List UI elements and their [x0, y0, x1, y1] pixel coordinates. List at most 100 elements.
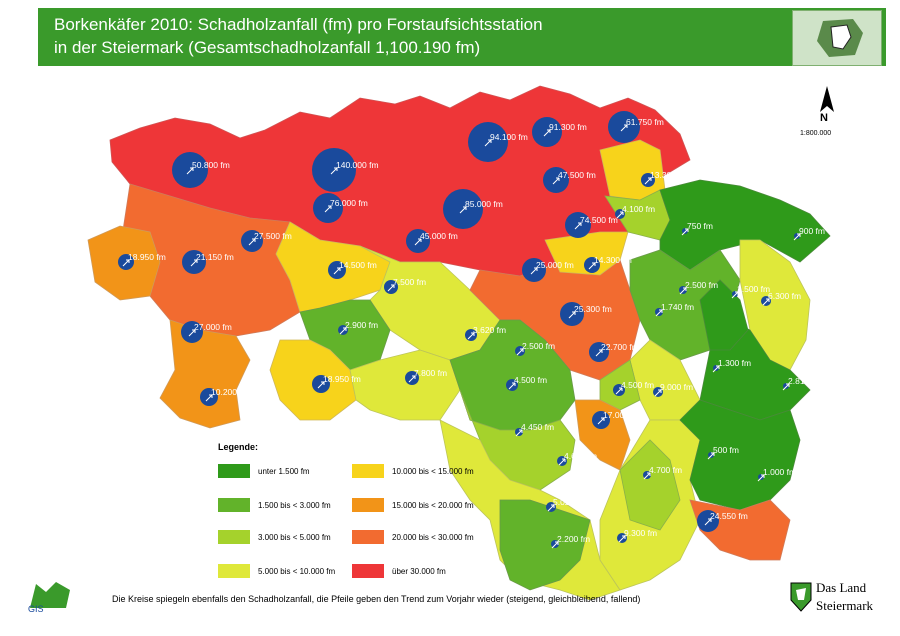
station-circle — [312, 375, 330, 393]
station-value-label: 13.300 fm — [650, 170, 688, 180]
trend-arrow-icon — [588, 262, 596, 270]
station-value-label: 1.000 fm — [763, 467, 796, 477]
station-circle — [172, 152, 208, 188]
station-circle — [384, 280, 398, 294]
trend-arrow-icon — [655, 309, 663, 317]
map-title-line-2: in der Steiermark (Gesamtschadholzanfall… — [54, 38, 481, 57]
station-value-label: 24.550 fm — [710, 511, 748, 521]
trend-arrow-icon — [317, 381, 325, 389]
station-value-label: 18.950 fm — [128, 252, 166, 262]
trend-arrow-icon — [793, 233, 801, 241]
station-value-label: 2.200 fm — [557, 534, 590, 544]
trend-arrow-icon — [574, 222, 582, 230]
legend-label: 3.000 bis < 5.000 fm — [258, 533, 331, 542]
trend-arrow-icon — [643, 472, 651, 480]
station-value-label: 1.300 fm — [718, 358, 751, 368]
trend-arrow-icon — [568, 311, 576, 319]
trend-arrow-icon — [408, 375, 416, 383]
station-value-label: 5.020 fm — [553, 497, 586, 507]
trend-arrow-icon — [757, 474, 765, 482]
wappen-icon — [790, 582, 812, 612]
trend-arrow-icon — [484, 139, 492, 147]
trend-arrow-icon — [547, 504, 555, 512]
north-arrow-icon — [812, 86, 842, 126]
station-value-label: 25.300 fm — [574, 304, 612, 314]
north-label: N — [820, 112, 828, 124]
station-value-label: 85.000 fm — [465, 199, 503, 209]
trend-arrow-icon — [615, 387, 623, 395]
station-value-label: 22.700 fm — [601, 342, 639, 352]
legend-label: unter 1.500 fm — [258, 467, 310, 476]
trend-arrow-icon — [515, 429, 523, 437]
trend-arrow-icon — [707, 452, 715, 460]
trend-arrow-icon — [339, 327, 347, 335]
trend-arrow-icon — [205, 394, 213, 402]
station-circle — [613, 384, 625, 396]
station-circle — [565, 212, 591, 238]
trend-arrow-icon — [248, 238, 256, 246]
station-circle — [589, 342, 609, 362]
map-scale: 1:800.000 — [800, 130, 832, 137]
station-value-label: 50.800 fm — [192, 160, 230, 170]
station-value-label: 500 fm — [713, 445, 739, 455]
legend-label: über 30.000 fm — [392, 567, 446, 576]
legend-label: 1.500 bis < 3.000 fm — [258, 501, 331, 510]
station-circle — [312, 148, 356, 192]
station-value-label: 76.000 fm — [330, 198, 368, 208]
station-circle — [608, 111, 640, 143]
station-value-label: 9.000 fm — [660, 382, 693, 392]
station-circle — [443, 189, 483, 229]
station-circle — [584, 257, 600, 273]
station-value-label: 14.500 fm — [339, 260, 377, 270]
trend-arrow-icon — [190, 259, 198, 267]
station-value-label: 91.300 fm — [549, 122, 587, 132]
trend-arrow-icon — [508, 382, 516, 390]
trend-arrow-icon — [467, 332, 475, 340]
station-value-label: 750 fm — [687, 221, 713, 231]
trend-arrow-icon — [516, 348, 524, 356]
trend-arrow-icon — [712, 365, 720, 373]
station-value-label: 140.000 fm — [336, 160, 379, 170]
trend-arrow-icon — [459, 206, 467, 214]
title-banner: Borkenkäfer 2010: Schadholzanfall (fm) p… — [38, 8, 886, 66]
station-value-label: 4.100 fm — [622, 204, 655, 214]
station-circle — [532, 117, 562, 147]
trend-arrow-icon — [616, 211, 624, 219]
station-value-label: 2.810 fm — [788, 376, 821, 386]
land-logo-line-2: Steiermark — [816, 598, 874, 613]
legend-label: 5.000 bis < 10.000 fm — [258, 567, 336, 576]
station-value-label: 2.500 fm — [522, 341, 555, 351]
station-circle — [405, 371, 419, 385]
trend-arrow-icon — [595, 349, 603, 357]
station-markers: 50.800 fm 140.000 fm 94.100 fm 91.300 fm 61.… — [118, 111, 825, 549]
gis-logo: GIS — [26, 578, 74, 614]
station-circle — [522, 258, 546, 282]
station-circle — [468, 122, 508, 162]
trend-arrow-icon — [681, 228, 689, 236]
station-value-label: 2.500 fm — [685, 280, 718, 290]
trend-arrow-icon — [762, 298, 770, 306]
legend-swatch — [218, 498, 250, 512]
trend-arrow-icon — [704, 518, 712, 526]
station-circle — [592, 411, 610, 429]
station-circle — [118, 254, 134, 270]
trend-arrow-icon — [558, 458, 566, 466]
station-circle — [543, 167, 569, 193]
station-value-label: 4.450 fm — [521, 422, 554, 432]
legend-swatch — [218, 464, 250, 478]
trend-arrow-icon — [731, 291, 739, 299]
station-value-label: 4.700 fm — [649, 465, 682, 475]
trend-arrow-icon — [330, 167, 338, 175]
land-steiermark-logo: Das Land Steiermark — [790, 578, 886, 618]
trend-arrow-icon — [552, 177, 560, 185]
station-value-label: 10.200 fm — [211, 387, 249, 397]
trend-arrow-icon — [414, 238, 422, 246]
station-value-label: 4.500 fm — [514, 375, 547, 385]
legend-swatch — [218, 530, 250, 544]
station-value-label: 14.300 fm — [594, 255, 632, 265]
station-value-label: 61.750 fm — [626, 117, 664, 127]
legend-label: 10.000 bis < 15.000 fm — [392, 467, 474, 476]
station-value-label: 47.500 fm — [558, 170, 596, 180]
station-value-label: 1.740 fm — [661, 302, 694, 312]
legend-title: Legende: — [218, 442, 259, 452]
